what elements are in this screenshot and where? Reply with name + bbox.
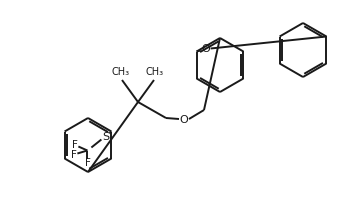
Text: CH₃: CH₃ xyxy=(146,67,164,77)
Text: F: F xyxy=(86,157,91,167)
Text: CH₃: CH₃ xyxy=(112,67,130,77)
Text: O: O xyxy=(201,45,210,55)
Text: O: O xyxy=(179,115,188,125)
Text: S: S xyxy=(102,131,109,141)
Text: F: F xyxy=(71,151,77,161)
Text: F: F xyxy=(72,140,78,150)
